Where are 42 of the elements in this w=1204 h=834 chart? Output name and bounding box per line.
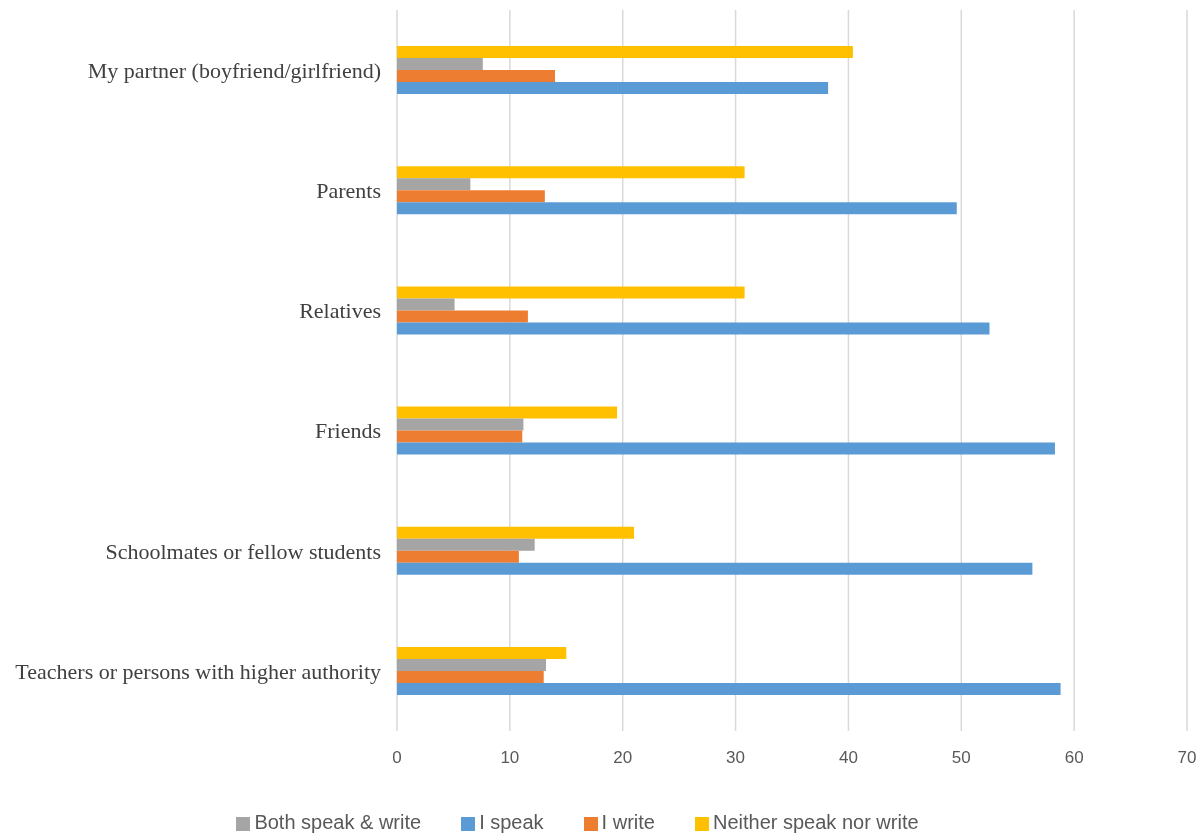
x-tick-label: 30 [726,748,746,768]
x-tick-label: 20 [613,748,633,768]
bar [397,550,519,563]
bar [397,58,483,71]
bar [397,406,618,419]
legend-label: I speak [479,811,544,833]
bar [397,670,544,683]
bar [397,430,523,443]
bar [397,526,634,539]
bar [397,646,567,659]
legend-label: Neither speak nor write [712,811,919,833]
bar [397,538,535,551]
bar [397,418,524,431]
x-tick-label: 0 [392,748,402,768]
bar [397,322,990,335]
y-tick-label: Relatives [299,298,381,324]
bar [397,298,455,311]
bar [397,562,1033,575]
bar [397,286,745,299]
y-tick-label: Schoolmates or fellow students [105,538,381,564]
x-tick-label: 40 [838,748,858,768]
y-tick-label: Friends [315,418,381,444]
bar [397,202,957,215]
bar [397,442,1055,455]
bar [397,178,471,191]
bar [397,46,853,59]
x-tick-label: 70 [1177,748,1197,768]
x-tick-label: 50 [951,748,971,768]
legend-label: I write [601,811,655,833]
legend-label: Both speak & write [254,811,422,833]
bar [397,682,1061,695]
y-tick-label: My partner (boyfriend/girlfriend) [87,57,381,83]
bar [397,166,745,179]
y-tick-label: Teachers or persons with higher authority [15,658,381,684]
bar [397,310,528,323]
bar [397,658,546,671]
bar [397,82,829,95]
bar [397,190,545,203]
x-tick-label: 60 [1064,748,1084,768]
x-tick-label: 10 [500,748,520,768]
bar [397,70,555,83]
y-tick-label: Parents [316,178,381,204]
